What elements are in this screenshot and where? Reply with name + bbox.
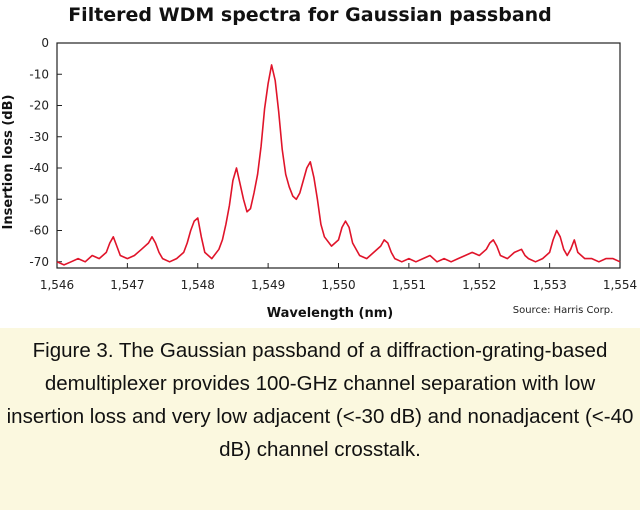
x-tick-label: 1,553 (532, 278, 566, 292)
x-tick-label: 1,551 (392, 278, 426, 292)
y-tick-label: -60 (29, 224, 49, 238)
x-tick-label: 1,548 (181, 278, 215, 292)
chart-figure: Filtered WDM spectra for Gaussian passba… (1, 4, 638, 321)
plot-frame (56, 42, 621, 269)
spectrum-chart: 1,546 1,547 1,548 1,549 1,550 1,551 1,552 1,553… (1, 36, 637, 321)
y-axis-label: Insertion loss (dB) (1, 95, 16, 230)
y-tick-label: -50 (29, 192, 49, 206)
x-tick-label: 1,552 (462, 278, 496, 292)
y-tick-label: -10 (29, 67, 49, 81)
axes (56, 42, 621, 269)
y-tick-label: 0 (41, 36, 49, 50)
source-note: Source: Harris Corp. (513, 305, 614, 316)
x-axis-label: Wavelength (nm) (267, 306, 393, 321)
y-tick-label: -70 (29, 255, 49, 269)
ticks: 1,546 1,547 1,548 1,549 1,550 1,551 1,552 1,553… (29, 36, 637, 292)
figure-caption: Figure 3. The Gaussian passband of a dif… (0, 328, 640, 510)
chart-title: Filtered WDM spectra for Gaussian passba… (68, 4, 552, 26)
x-tick-label: 1,550 (321, 278, 355, 292)
x-tick-label: 1,549 (251, 278, 285, 292)
y-tick-label: -40 (29, 161, 49, 175)
x-tick-label: 1,546 (40, 278, 74, 292)
y-tick-label: -30 (29, 130, 49, 144)
y-tick-label: -20 (29, 99, 49, 113)
x-tick-label: 1,554 (603, 278, 637, 292)
spectrum-line (56, 64, 621, 266)
x-tick-label: 1,547 (110, 278, 144, 292)
